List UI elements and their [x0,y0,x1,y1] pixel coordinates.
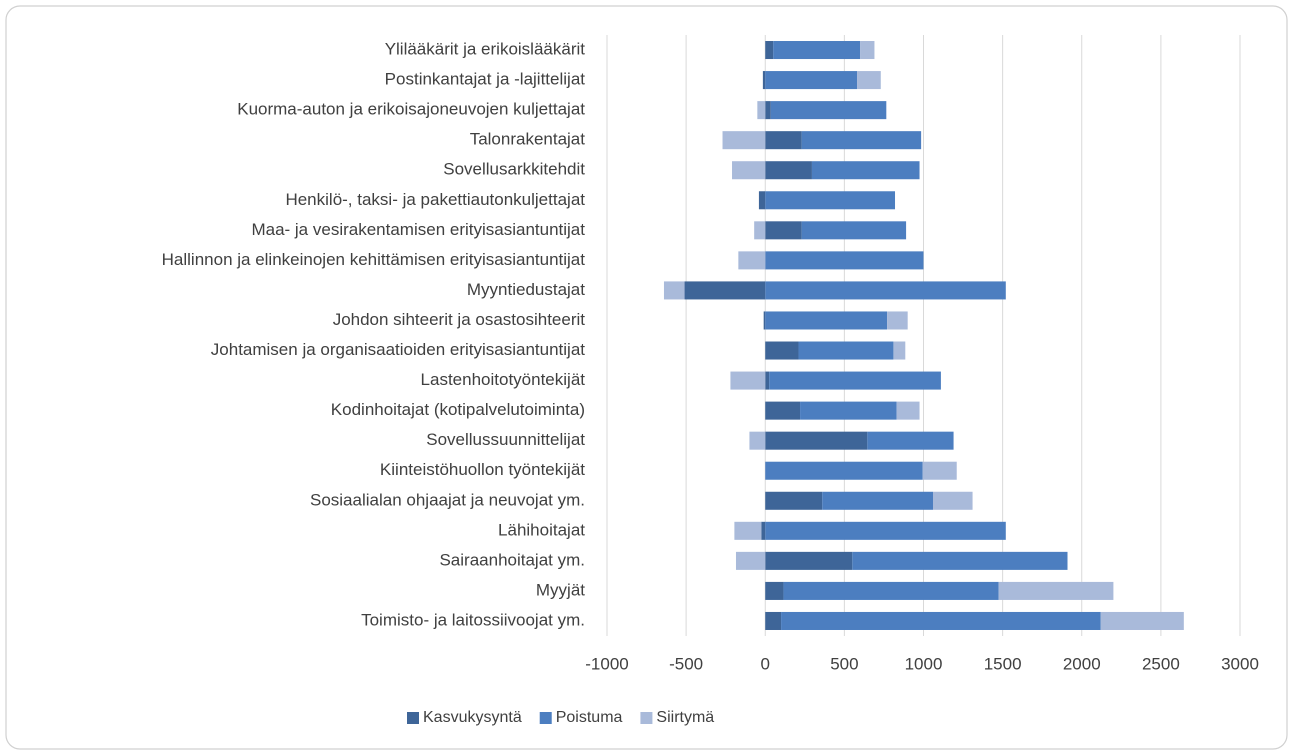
bar-segment [763,311,766,330]
y-tick-label: Henkilö-, taksi- ja pakettiautonkuljetta… [285,190,585,209]
x-tick-label: 3000 [1221,654,1259,673]
y-tick-label: Sosiaalialan ohjaajat ja neuvojat ym. [310,490,585,509]
legend-swatch [407,712,419,724]
bar-segment [765,161,812,180]
bar-segment [762,71,766,90]
bar-segment [765,281,1006,300]
x-tick-label: 0 [761,654,770,673]
y-tick-label: Ylilääkärit ja erikoislääkärit [385,40,586,59]
bar-segment [738,251,766,270]
x-tick-label: -500 [669,654,703,673]
bar-segment [893,341,906,360]
legend-label: Kasvukysyntä [423,709,522,726]
y-tick-label: Kuorma-auton ja erikoisajoneuvojen kulje… [237,100,585,119]
bar-segment [765,371,770,390]
y-tick-label: Postinkantajat ja -lajittelijat [385,70,586,89]
bar-segment [734,521,762,540]
y-tick-label: Johtamisen ja organisaatioiden erityisas… [211,340,585,359]
y-tick-label: Maa- ja vesirakentamisen erityisasiantun… [251,220,585,239]
x-tick-label: 2500 [1142,654,1180,673]
bar-segment [811,161,920,180]
bar-segment [773,41,861,60]
y-tick-label: Toimisto- ja laitossiivoojat ym. [361,610,585,629]
bar-segment [896,401,920,420]
bar-segment [800,401,897,420]
bar-segment [770,101,887,120]
x-tick-label: 1500 [984,654,1022,673]
bar-segment [932,491,973,510]
bar-segment [783,581,999,600]
bar-segment [765,431,868,450]
bar-segment [852,551,1068,570]
y-tick-label: Kodinhoitajat (kotipalvelutoiminta) [331,400,585,419]
bar-segment [749,431,766,450]
bar-segment [757,101,766,120]
bar-segment [857,71,881,90]
bar-segment [732,161,766,180]
bar-segment [765,341,799,360]
bar-segment [765,221,802,240]
bar-segment [765,101,771,120]
legend-swatch [539,712,552,724]
y-tick-label: Myyjät [536,580,585,599]
y-tick-label: Hallinnon ja elinkeinojen kehittämisen e… [162,250,586,269]
bar-segment [769,371,941,390]
bar-segment [765,461,923,480]
y-tick-label: Lastenhoitotyöntekijät [421,370,586,389]
bar-segment [781,611,1101,630]
bar-segment [765,611,782,630]
bar-segment [765,401,801,420]
x-tick-label: 500 [830,654,858,673]
bar-segment [822,491,933,510]
bar-segment [801,131,922,150]
legend-label: Poistuma [556,709,623,726]
bar-segment [758,191,766,210]
bar-segment [765,521,1006,540]
bar-segment [730,371,766,390]
y-tick-label: Myyntiedustajat [467,280,585,299]
y-tick-label: Sairaanhoitajat ym. [439,550,585,569]
bar-segment [761,521,766,540]
y-tick-label: Lähihoitajat [498,520,585,539]
bar-segment [684,281,766,300]
bar-segment [765,581,784,600]
x-tick-label: 2000 [1063,654,1101,673]
y-tick-label: Talonrakentajat [470,130,586,149]
chart-frame [5,5,1288,750]
bar-segment [765,41,774,60]
legend-label: Siirtymä [656,709,714,726]
bar-segment [754,221,766,240]
bar-segment [1100,611,1184,630]
bar-segment [722,131,766,150]
bar-segment [801,221,907,240]
y-tick-label: Sovellussuunnittelijat [426,430,585,449]
y-tick-label: Sovellusarkkitehdit [443,160,585,179]
x-tick-label: 1000 [905,654,943,673]
bar-segment [867,431,954,450]
bar-segment [765,551,853,570]
legend-swatch [640,712,653,724]
bar-segment [998,581,1114,600]
bar-segment [765,131,802,150]
bar-segment [735,551,766,570]
bar-segment [922,461,957,480]
bar-segment [765,251,924,270]
bar-segment [663,281,685,300]
y-tick-label: Kiinteistöhuollon työntekijät [380,460,585,479]
bar-segment [765,311,888,330]
bar-segment [765,491,823,510]
bar-segment [887,311,908,330]
bar-segment [798,341,894,360]
x-tick-label: -1000 [585,654,628,673]
bar-segment [765,71,858,90]
y-tick-label: Johdon sihteerit ja osastosihteerit [333,310,586,329]
bar-segment [765,191,896,210]
bar-segment [860,41,875,60]
